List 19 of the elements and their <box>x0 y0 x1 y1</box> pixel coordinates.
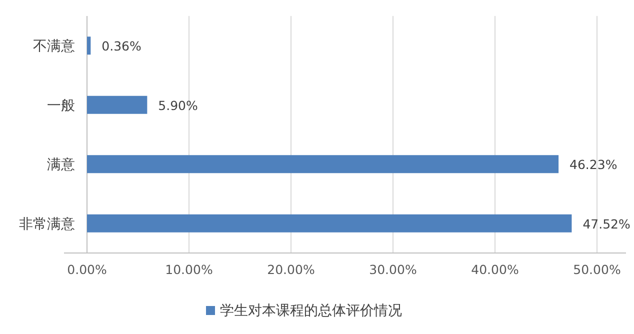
bar <box>87 36 91 55</box>
y-tick-label: 一般 <box>47 98 75 114</box>
x-tick-label: 30.00% <box>369 262 417 277</box>
bar <box>87 214 572 232</box>
x-tick-label: 20.00% <box>267 262 315 277</box>
x-tick-label: 0.00% <box>67 262 107 277</box>
y-tick-label: 满意 <box>47 157 75 174</box>
x-tick-label: 50.00% <box>573 262 621 277</box>
data-label: 0.36% <box>102 38 142 54</box>
bar <box>87 155 559 174</box>
x-tick-label: 40.00% <box>471 262 519 277</box>
y-tick-label: 不满意 <box>33 38 75 55</box>
data-label: 46.23% <box>570 157 618 172</box>
legend-label: 学生对本课程的总体评价情况 <box>220 303 402 319</box>
bar <box>87 96 148 114</box>
data-label: 47.52% <box>582 216 630 232</box>
y-tick-label: 非常满意 <box>19 216 75 232</box>
data-label: 5.90% <box>158 98 198 113</box>
x-tick-label: 10.00% <box>165 262 213 277</box>
